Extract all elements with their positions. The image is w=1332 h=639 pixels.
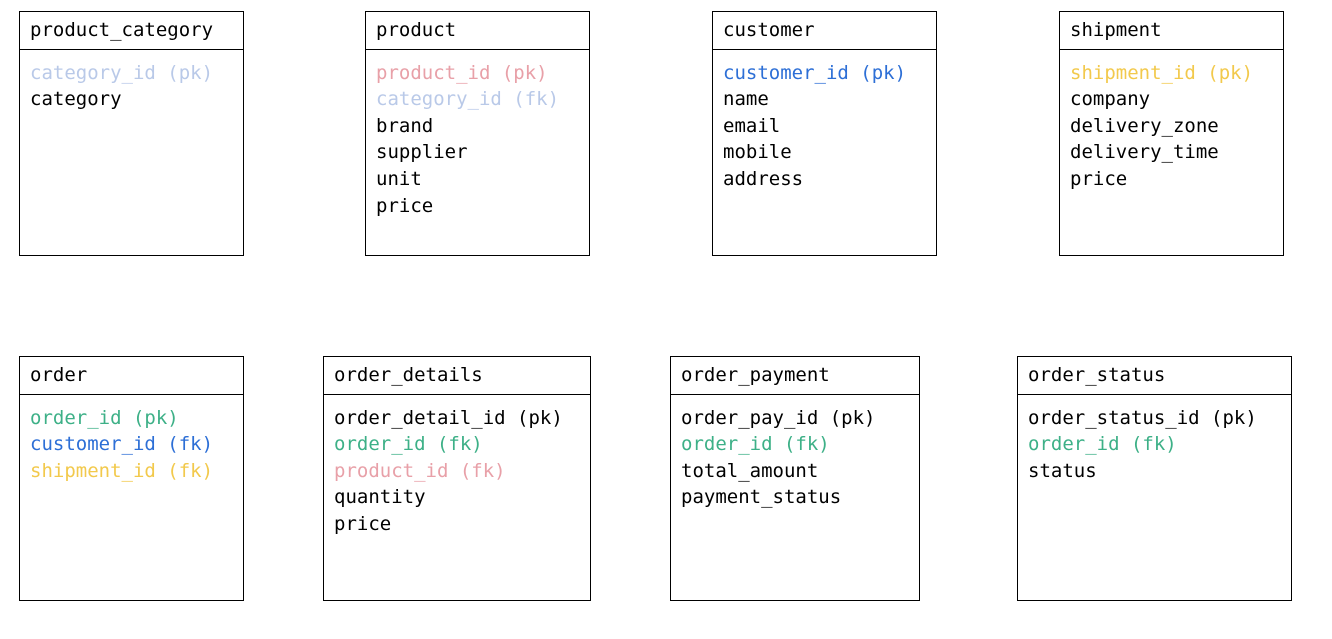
entity-shipment: shipmentshipment_id (pk)companydelivery_… xyxy=(1059,11,1284,256)
entity-field: shipment_id (pk) xyxy=(1070,60,1273,87)
entity-field: delivery_time xyxy=(1070,139,1273,166)
entity-field: order_status_id (pk) xyxy=(1028,405,1281,432)
entity-field: brand xyxy=(376,113,579,140)
entity-body: order_pay_id (pk)order_id (fk)total_amou… xyxy=(671,395,919,521)
entity-order: orderorder_id (pk)customer_id (fk)shipme… xyxy=(19,356,244,601)
er-diagram-canvas: product_categorycategory_id (pk)category… xyxy=(0,0,1332,639)
entity-field: category_id (pk) xyxy=(30,60,233,87)
entity-customer: customercustomer_id (pk)nameemailmobilea… xyxy=(712,11,937,256)
entity-product_category: product_categorycategory_id (pk)category xyxy=(19,11,244,256)
entity-field: order_id (fk) xyxy=(1028,431,1281,458)
entity-field: price xyxy=(1070,166,1273,193)
entity-field: order_detail_id (pk) xyxy=(334,405,580,432)
entity-field: customer_id (pk) xyxy=(723,60,926,87)
entity-title: order_payment xyxy=(671,357,919,395)
entity-body: customer_id (pk)nameemailmobileaddress xyxy=(713,50,936,203)
entity-field: delivery_zone xyxy=(1070,113,1273,140)
entity-field: email xyxy=(723,113,926,140)
entity-field: total_amount xyxy=(681,458,909,485)
entity-body: order_status_id (pk)order_id (fk)status xyxy=(1018,395,1291,495)
entity-order_status: order_statusorder_status_id (pk)order_id… xyxy=(1017,356,1292,601)
entity-title: customer xyxy=(713,12,936,50)
entity-field: name xyxy=(723,86,926,113)
entity-product: productproduct_id (pk)category_id (fk)br… xyxy=(365,11,590,256)
entity-field: customer_id (fk) xyxy=(30,431,233,458)
entity-field: order_id (pk) xyxy=(30,405,233,432)
entity-title: shipment xyxy=(1060,12,1283,50)
entity-field: unit xyxy=(376,166,579,193)
entity-title: product xyxy=(366,12,589,50)
entity-field: product_id (pk) xyxy=(376,60,579,87)
entity-field: shipment_id (fk) xyxy=(30,458,233,485)
entity-order_payment: order_paymentorder_pay_id (pk)order_id (… xyxy=(670,356,920,601)
entity-field: category_id (fk) xyxy=(376,86,579,113)
entity-field: price xyxy=(334,511,580,538)
entity-field: supplier xyxy=(376,139,579,166)
entity-body: shipment_id (pk)companydelivery_zonedeli… xyxy=(1060,50,1283,203)
entity-field: payment_status xyxy=(681,484,909,511)
entity-field: mobile xyxy=(723,139,926,166)
entity-body: category_id (pk)category xyxy=(20,50,243,123)
entity-field: status xyxy=(1028,458,1281,485)
entity-body: order_id (pk)customer_id (fk)shipment_id… xyxy=(20,395,243,495)
entity-title: order xyxy=(20,357,243,395)
entity-field: company xyxy=(1070,86,1273,113)
entity-field: quantity xyxy=(334,484,580,511)
entity-field: address xyxy=(723,166,926,193)
entity-field: order_id (fk) xyxy=(334,431,580,458)
entity-field: order_id (fk) xyxy=(681,431,909,458)
entity-title: order_details xyxy=(324,357,590,395)
entity-field: order_pay_id (pk) xyxy=(681,405,909,432)
entity-title: product_category xyxy=(20,12,243,50)
entity-body: order_detail_id (pk)order_id (fk)product… xyxy=(324,395,590,548)
entity-field: product_id (fk) xyxy=(334,458,580,485)
entity-field: category xyxy=(30,86,233,113)
entity-order_details: order_detailsorder_detail_id (pk)order_i… xyxy=(323,356,591,601)
entity-body: product_id (pk)category_id (fk)brandsupp… xyxy=(366,50,589,230)
entity-title: order_status xyxy=(1018,357,1291,395)
entity-field: price xyxy=(376,193,579,220)
